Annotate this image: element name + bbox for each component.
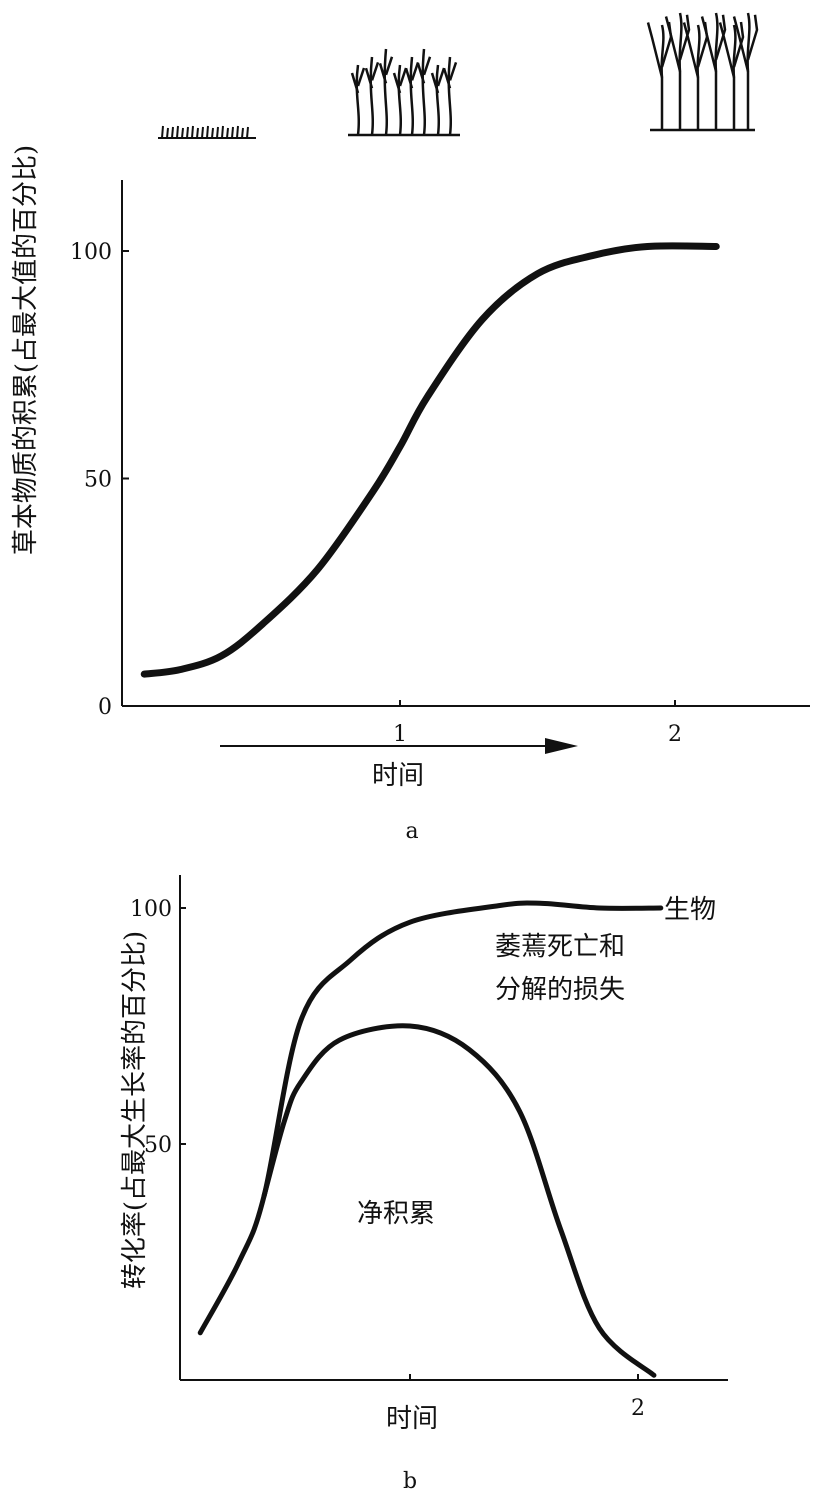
shrubs-illustration [348,48,460,137]
loss-label-line2: 分解的损失 [495,975,625,1005]
net-accumulation-label: 净积累 [357,1199,435,1229]
y-axis-label-a: 草本物质的积累(占最大值的百分比) [11,145,41,555]
grass-illustration [158,125,256,139]
loss-label-line1: 萎蔫死亡和 [495,932,625,962]
series-label-biomass: 生物 [664,895,716,925]
net-accumulation-curve [261,1023,657,1378]
y-tick-label: 100 [70,240,112,265]
biomass-curve [197,900,664,1336]
x-tick-label: 1 [393,722,407,747]
chart-a: 0 50 100 1 2 时间 草本物质的积累(占最大值的百分比) a [11,145,810,844]
time-arrow-head [545,738,578,754]
accumulation-curve [140,242,720,678]
trees-illustration [646,12,759,132]
x-axis-label-a: 时间 [372,761,424,791]
y-tick-label: 50 [84,468,112,493]
y-tick-label: 100 [130,897,172,922]
caption-b: b [403,1469,417,1494]
x-tick-label: 2 [631,1396,645,1421]
y-tick-label: 0 [98,695,112,720]
x-axis-label-b: 时间 [386,1404,438,1434]
caption-a: a [405,819,418,844]
chart-b: 50 100 2 生物 萎蔫死亡和 分解的损失 净积累 时间 转化率(占最大生长率的… [120,875,728,1494]
y-axis-label-b: 转化率(占最大生长率的百分比) [120,931,150,1289]
y-tick-label: 50 [144,1133,172,1158]
x-tick-label: 2 [668,722,682,747]
